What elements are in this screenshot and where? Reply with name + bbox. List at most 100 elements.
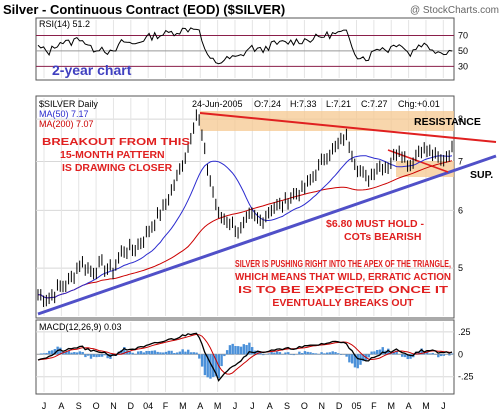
macd-histogram-bar — [373, 351, 376, 355]
macd-histogram-bar — [367, 354, 371, 358]
price-tick-label: 6 — [458, 205, 463, 215]
macd-histogram-bar — [214, 354, 218, 377]
macd-histogram-bar — [439, 354, 443, 357]
macd-histogram-bar — [228, 345, 232, 355]
macd-histogram-bar — [234, 346, 237, 355]
macd-histogram-bar — [273, 352, 276, 355]
quote-close: C:7.27 — [361, 99, 388, 109]
macd-histogram-bar — [381, 347, 384, 355]
macd-histogram-bar — [334, 352, 337, 355]
macd-histogram-bar — [378, 349, 382, 355]
x-tick-label: O — [301, 401, 308, 411]
macd-histogram-bar — [42, 353, 45, 355]
rsi-levels — [36, 34, 454, 67]
macd-histogram-bar — [325, 352, 329, 355]
macd-histogram-bar — [400, 354, 404, 357]
macd-histogram-bar — [212, 354, 215, 378]
ma200-line — [38, 160, 453, 299]
macd-histogram-bar — [125, 350, 129, 355]
macd-histogram-bar — [48, 350, 51, 355]
annotation-apex-line-2: WHICH MEANS THAT WILD, ERRATIC ACTION — [235, 271, 451, 283]
x-tick-label: M — [387, 401, 395, 411]
annotation-breakout-line-2: 15-MONTH PATTERN — [60, 149, 165, 161]
macd-histogram-bar — [187, 349, 190, 355]
macd-histogram-bar — [192, 352, 195, 355]
rsi-tick-labels: 70 50 30 — [458, 30, 468, 71]
triangle-upper-line — [387, 149, 449, 173]
x-tick-label: N — [110, 401, 117, 411]
macd-histogram-bar — [259, 352, 262, 355]
price-grid — [36, 98, 454, 316]
macd-histogram-bar — [267, 353, 271, 355]
macd-histogram-bar — [262, 354, 265, 356]
macd-histogram-bar — [81, 351, 84, 355]
macd-histogram-bar — [287, 352, 290, 355]
macd-histogram-bar — [223, 354, 226, 357]
macd-histogram-bar — [256, 350, 259, 355]
macd-histogram-bar — [64, 351, 68, 355]
macd-histogram-bar — [270, 352, 273, 355]
macd-histogram-bar — [306, 351, 309, 355]
macd-histogram-bar — [284, 352, 287, 355]
macd-histogram-bar — [167, 350, 170, 355]
annotation-breakout-line-1: BREAKOUT FROM THIS — [42, 136, 190, 148]
macd-histogram-bar — [303, 351, 307, 355]
macd-histogram-bar — [356, 354, 359, 369]
macd-histogram-bar — [150, 350, 154, 355]
x-tick-label: J — [233, 401, 238, 411]
price-tick-label: 7 — [458, 156, 463, 166]
annotation-apex-line-4: EVENTUALLY BREAKS OUT — [272, 297, 414, 309]
x-axis-labels: J A S O N D 04 F M A M J J A S O N D 05 F M A M J — [42, 401, 446, 411]
macd-histogram-bar — [103, 354, 107, 356]
macd-histogram-bar — [128, 351, 132, 355]
macd-histogram-bar — [53, 349, 57, 355]
macd-tick-labels: .25 0 -.25 — [458, 327, 474, 382]
macd-histogram-bar — [203, 354, 207, 376]
macd-label: MACD(12,26,9) 0.03 — [39, 322, 122, 332]
macd-histogram-bar — [331, 351, 334, 355]
price-tick-label: 8 — [458, 114, 463, 124]
macd-histogram-bar — [395, 350, 398, 355]
x-tick-label: M — [214, 401, 222, 411]
macd-histogram-bar — [173, 352, 176, 355]
macd-histogram-bar — [248, 342, 251, 355]
macd-histogram-bar — [231, 343, 234, 355]
rsi-tick-label: 30 — [458, 61, 468, 71]
macd-histogram-bar — [156, 351, 159, 355]
rsi-line — [37, 27, 453, 65]
macd-histogram-bar — [428, 353, 432, 355]
symbol-label: $SILVER Daily — [39, 99, 98, 109]
macd-histogram-bar — [95, 354, 98, 358]
macd-histogram-bar — [425, 352, 429, 355]
macd-histogram-bar — [50, 350, 54, 355]
price-bars — [37, 109, 453, 308]
quote-high: H:7.33 — [290, 99, 317, 109]
macd-histogram-bar — [437, 354, 440, 358]
macd-histogram-bar — [392, 351, 396, 355]
macd-histogram-bar — [206, 354, 209, 378]
macd-histogram-bar — [139, 351, 143, 355]
macd-histogram-bar — [237, 346, 240, 355]
macd-histogram-bar — [442, 354, 446, 356]
x-tick-label: 04 — [143, 401, 153, 411]
macd-histogram-bar — [78, 351, 82, 355]
macd-tick-label: 0 — [458, 349, 463, 359]
macd-histogram-bar — [451, 353, 454, 355]
x-tick-label: F — [371, 401, 377, 411]
price-tick-labels: 8 7 6 5 — [458, 114, 463, 273]
macd-histogram-bar — [75, 352, 79, 355]
quote-open: O:7.24 — [254, 99, 281, 109]
macd-histogram-bar — [387, 348, 390, 355]
macd-histogram-bar — [92, 354, 95, 357]
macd-histogram-bar — [195, 352, 198, 355]
macd-histogram-bar — [245, 345, 248, 355]
x-tick-label: 05 — [352, 401, 362, 411]
annotation-breakout-line-3: IS DRAWING CLOSER — [62, 162, 173, 174]
macd-histogram-bar — [423, 352, 426, 355]
annotation-6-80: $6.80 MUST HOLD - COTs BEARISH — [326, 218, 425, 243]
macd-histogram-bar — [292, 354, 296, 356]
annotation-support: SUP. — [470, 169, 493, 181]
rsi-grid — [43, 20, 444, 78]
macd-histogram-bar — [198, 354, 201, 359]
macd-histogram-bar — [420, 348, 423, 355]
